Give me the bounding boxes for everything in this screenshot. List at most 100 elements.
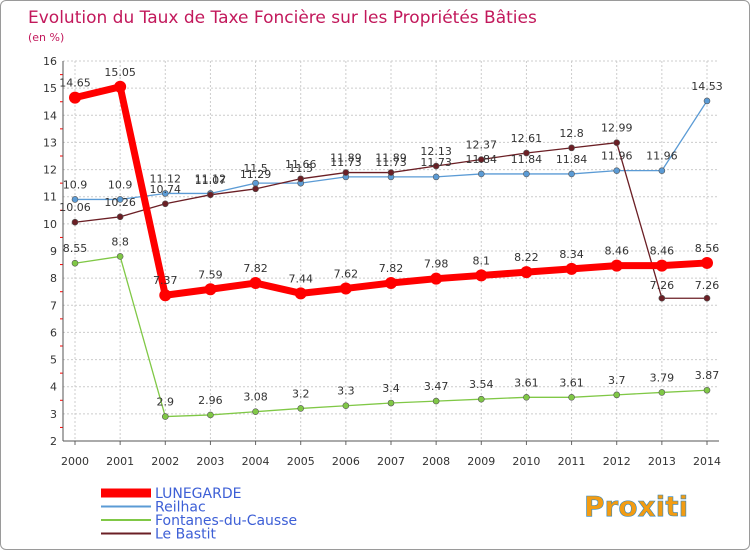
- data-point: [114, 80, 127, 93]
- data-point: [523, 393, 530, 401]
- data-point: [116, 253, 124, 260]
- y-tick-label: 9: [50, 245, 57, 258]
- data-label: 3.79: [650, 371, 675, 384]
- axes-layer: 2 3 4 5 6 7 8 9 10 11 12 13 14 15 16 2000 2001 2002 2003 20…: [43, 55, 721, 468]
- data-point: [159, 289, 172, 302]
- data-label: 3.54: [469, 378, 494, 391]
- x-tick-label: 2007: [377, 455, 405, 468]
- y-tick-label: 4: [50, 381, 57, 394]
- data-point: [69, 91, 81, 104]
- data-label: 11.84: [556, 153, 588, 166]
- y-tick-label: 12: [43, 164, 57, 177]
- data-point: [565, 262, 578, 275]
- y-axis-label: (en %): [28, 31, 64, 44]
- data-point: [568, 170, 575, 178]
- chart-title: Evolution du Taux de Taxe Foncière sur l…: [28, 8, 537, 28]
- data-label: 12.37: [466, 139, 498, 152]
- data-point: [430, 272, 443, 285]
- data-label: 11.73: [330, 156, 362, 169]
- legend-label: Reilhac: [155, 500, 206, 516]
- series-layer: [69, 80, 713, 420]
- legend-label: LUNEGARDE: [155, 486, 241, 502]
- data-point: [658, 389, 666, 396]
- y-tick-label: 6: [50, 326, 57, 339]
- data-label: 11.12: [150, 172, 182, 185]
- x-tick-label: 2004: [242, 455, 270, 468]
- data-label: 8.34: [559, 248, 584, 261]
- data-label: 7.44: [288, 272, 313, 285]
- data-label: 11.66: [285, 158, 317, 171]
- data-point: [385, 277, 397, 290]
- data-point: [71, 218, 79, 226]
- x-tick-label: 2001: [106, 455, 134, 468]
- data-label: 3.47: [424, 380, 449, 393]
- data-label: 3.7: [608, 374, 626, 387]
- y-tick-label: 7: [50, 299, 57, 312]
- x-tick-label: 2008: [422, 455, 450, 468]
- data-label: 11.96: [646, 150, 678, 163]
- data-point: [71, 196, 79, 203]
- data-point: [475, 269, 488, 282]
- data-label: 12.99: [601, 122, 633, 135]
- data-label: 7.82: [243, 262, 268, 275]
- data-label: 7.26: [695, 279, 720, 292]
- y-tick-label: 11: [43, 191, 57, 204]
- data-label: 11.89: [330, 152, 362, 165]
- data-point: [703, 294, 711, 302]
- data-label: 11.29: [240, 168, 272, 181]
- data-point: [613, 167, 621, 174]
- x-tick-label: 2006: [332, 455, 360, 468]
- data-point: [116, 196, 124, 203]
- data-point: [477, 170, 485, 178]
- data-point: [204, 283, 217, 296]
- data-label: 12.13: [420, 145, 452, 158]
- y-tick-label: 15: [43, 82, 57, 95]
- data-point: [116, 213, 124, 221]
- data-labels-layer: 14.65 15.05 7.37 7.59 7.82 7.44 7.62 7.82 7.98 8.…: [59, 66, 723, 409]
- data-label: 14.53: [691, 80, 723, 93]
- data-point: [161, 200, 169, 208]
- logo-text: Proxiti: [584, 490, 688, 523]
- data-point: [703, 97, 711, 105]
- data-point: [701, 256, 713, 269]
- data-point: [161, 413, 169, 420]
- data-label: 11.84: [466, 153, 498, 166]
- x-tick-label: 2010: [512, 455, 540, 468]
- data-label: 10.9: [63, 178, 88, 191]
- data-point: [387, 169, 395, 176]
- y-tick-label: 8: [50, 272, 57, 285]
- y-tick-label: 10: [43, 218, 57, 231]
- legend-label: Le Bastit: [155, 527, 216, 543]
- data-label: 10.26: [104, 196, 136, 209]
- data-label: 11.73: [375, 156, 407, 169]
- data-point: [342, 169, 350, 176]
- data-label: 2.96: [198, 394, 223, 407]
- data-label: 8.56: [695, 242, 720, 255]
- data-label: 8.55: [63, 242, 88, 255]
- data-point: [252, 408, 259, 415]
- data-label: 3.08: [243, 391, 268, 404]
- data-point: [568, 393, 575, 401]
- data-label: 3.2: [292, 387, 310, 400]
- data-point: [297, 175, 305, 183]
- data-point: [658, 294, 666, 302]
- data-label: 3.3: [337, 385, 355, 398]
- data-label: 11.96: [601, 150, 633, 163]
- data-label: 15.05: [104, 66, 136, 79]
- y-tick-label: 14: [43, 109, 57, 122]
- data-label: 3.61: [559, 376, 584, 389]
- data-label: 7.26: [650, 279, 675, 292]
- data-point: [703, 386, 711, 394]
- data-label: 11.07: [195, 174, 227, 187]
- x-tick-label: 2003: [196, 455, 224, 468]
- data-label: 11.84: [511, 153, 543, 166]
- data-label: 11.12: [195, 172, 227, 185]
- data-point: [523, 170, 530, 178]
- data-label: 11.5: [243, 162, 268, 175]
- data-point: [207, 411, 214, 419]
- data-label: 2.9: [157, 396, 175, 409]
- x-tick-label: 2013: [648, 455, 676, 468]
- data-label: 11.73: [420, 156, 452, 169]
- data-point: [610, 259, 623, 272]
